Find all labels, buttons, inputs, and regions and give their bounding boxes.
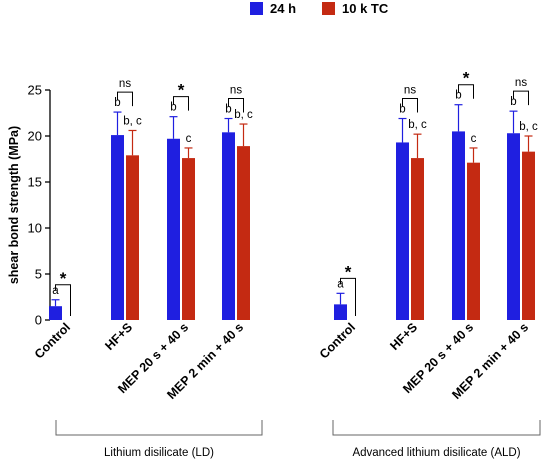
y-tick-label: 20 bbox=[28, 129, 42, 144]
bar bbox=[467, 162, 480, 320]
bar bbox=[126, 155, 139, 320]
significance-letter: b bbox=[114, 97, 120, 109]
y-tick-label: 15 bbox=[28, 175, 42, 190]
y-tick-label: 5 bbox=[35, 267, 42, 282]
significance-letter: b, c bbox=[408, 119, 427, 131]
bar bbox=[182, 158, 195, 320]
significance-letter: b bbox=[225, 104, 231, 116]
x-tick-label: HF+S bbox=[102, 320, 135, 353]
comparison-bracket bbox=[402, 98, 418, 113]
bar bbox=[167, 138, 180, 320]
x-tick-label: Control bbox=[317, 320, 358, 361]
significance-letter: b, c bbox=[519, 121, 538, 133]
bar bbox=[222, 132, 235, 320]
significance-letter: b bbox=[510, 96, 516, 108]
significance-letter: b bbox=[455, 90, 461, 102]
bar bbox=[49, 306, 62, 320]
comparison-label: * bbox=[463, 69, 470, 88]
comparison-bracket bbox=[340, 277, 356, 316]
comparison-bracket bbox=[513, 90, 529, 106]
y-axis: 0 5 10 15 20 25 bbox=[28, 83, 51, 328]
significance-letter: c bbox=[471, 133, 477, 145]
group-bracket bbox=[55, 420, 263, 436]
group-label: Advanced lithium disilicate (ALD) bbox=[352, 447, 520, 459]
comparison-label: ns bbox=[515, 77, 527, 89]
bar bbox=[452, 131, 465, 320]
comparison-bracket bbox=[173, 96, 189, 111]
significance-letter: b, c bbox=[123, 115, 142, 127]
y-tick-label: 25 bbox=[28, 83, 42, 98]
legend-swatch bbox=[322, 2, 335, 15]
comparison-label: ns bbox=[230, 85, 242, 97]
y-axis-label: shear bond strength (MPa) bbox=[7, 126, 21, 284]
bar bbox=[334, 304, 347, 320]
y-tick-label: 0 bbox=[35, 313, 42, 328]
legend-label: 10 k TC bbox=[342, 1, 389, 16]
group-brackets: Lithium disilicate (LD) Advanced lithium … bbox=[55, 420, 541, 459]
comparison-label: ns bbox=[119, 78, 131, 90]
comparison-label: * bbox=[60, 269, 67, 288]
bar bbox=[111, 135, 124, 320]
comparison-bracket bbox=[228, 98, 244, 113]
significance-letter: b bbox=[170, 102, 176, 114]
bar bbox=[237, 146, 250, 320]
legend-swatch bbox=[250, 2, 263, 15]
significance-letter: c bbox=[186, 133, 192, 145]
significance-letter: b bbox=[399, 104, 405, 116]
error-bars bbox=[51, 104, 533, 307]
legend: 24 h 10 k TC bbox=[250, 1, 389, 16]
bar bbox=[396, 142, 409, 320]
bar bbox=[507, 133, 520, 320]
bar bbox=[411, 158, 424, 320]
comparison-bracket bbox=[117, 91, 133, 107]
bar bbox=[522, 151, 535, 320]
significance-letter: b, c bbox=[234, 109, 253, 121]
legend-label: 24 h bbox=[270, 1, 296, 16]
bars bbox=[49, 131, 535, 320]
group-bracket bbox=[332, 420, 541, 436]
comparison-bracket bbox=[458, 84, 474, 99]
comparison-label: * bbox=[178, 81, 185, 100]
comparison-bracket bbox=[55, 284, 71, 316]
x-tick-label: HF+S bbox=[387, 320, 420, 353]
group-label: Lithium disilicate (LD) bbox=[104, 447, 214, 459]
y-tick-label: 10 bbox=[28, 221, 42, 236]
comparison-label: * bbox=[345, 262, 352, 281]
comparison-label: ns bbox=[404, 85, 416, 97]
